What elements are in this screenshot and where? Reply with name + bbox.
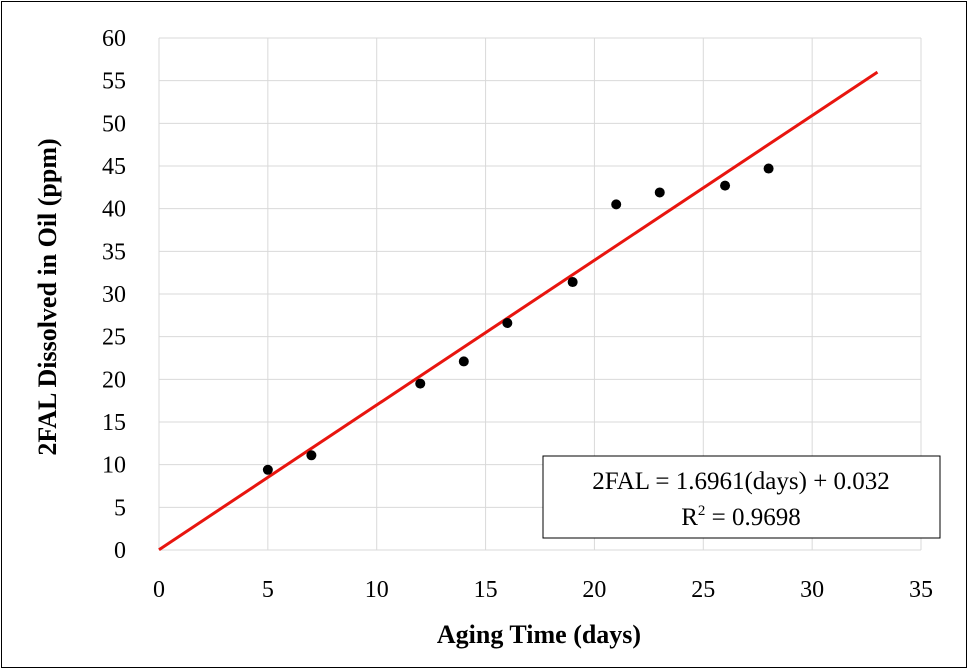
data-point xyxy=(720,180,731,191)
y-tick-label: 55 xyxy=(102,69,126,95)
data-point xyxy=(415,378,426,389)
data-point xyxy=(502,318,513,329)
trendline xyxy=(158,70,879,551)
x-axis-title: Aging Time (days) xyxy=(437,620,641,649)
equation-box-border xyxy=(542,455,941,539)
y-tick-label: 40 xyxy=(102,197,126,223)
r-squared-superscript: 2 xyxy=(698,503,706,519)
r-squared-prefix: R xyxy=(681,504,698,531)
y-tick-label: 60 xyxy=(102,26,126,52)
x-tick-label: 20 xyxy=(582,577,606,603)
x-tick-labels: 0 5 10 15 20 25 30 35 xyxy=(153,577,933,603)
trendline-group xyxy=(158,70,879,551)
data-point xyxy=(567,277,578,288)
y-tick-label: 0 xyxy=(114,538,126,564)
data-point xyxy=(611,199,622,210)
x-tick-label: 0 xyxy=(153,577,165,603)
equation-box: 2FAL = 1.6961(days) + 0.032 R2 = 0.9698 xyxy=(542,455,941,539)
r-squared-value: = 0.9698 xyxy=(705,504,800,531)
y-tick-label: 15 xyxy=(102,410,126,436)
y-tick-label: 35 xyxy=(102,239,126,265)
data-point xyxy=(458,356,469,367)
axes xyxy=(158,38,921,551)
y-tick-label: 10 xyxy=(102,453,126,479)
x-tick-label: 30 xyxy=(800,577,824,603)
data-point xyxy=(763,163,774,174)
y-tick-label: 50 xyxy=(102,111,126,137)
data-point xyxy=(654,187,665,198)
x-tick-label: 25 xyxy=(691,577,715,603)
r-squared-label: R2 = 0.9698 xyxy=(681,503,801,531)
data-point xyxy=(306,450,317,461)
y-axis-title: 2FAL Dissolved in Oil (ppm) xyxy=(33,138,62,455)
y-tick-label: 5 xyxy=(114,495,126,521)
x-tick-label: 35 xyxy=(909,577,933,603)
x-tick-label: 10 xyxy=(365,577,389,603)
x-tick-label: 5 xyxy=(262,577,274,603)
y-tick-label: 45 xyxy=(102,154,126,180)
y-tick-label: 20 xyxy=(102,367,126,393)
data-point xyxy=(262,464,273,475)
y-tick-label: 25 xyxy=(102,325,126,351)
trendline-equation: 2FAL = 1.6961(days) + 0.032 xyxy=(592,468,890,495)
y-tick-labels: 0 5 10 15 20 25 30 35 40 45 50 55 60 xyxy=(102,26,126,564)
y-tick-label: 30 xyxy=(102,282,126,308)
x-tick-label: 15 xyxy=(474,577,498,603)
data-points xyxy=(262,163,774,475)
